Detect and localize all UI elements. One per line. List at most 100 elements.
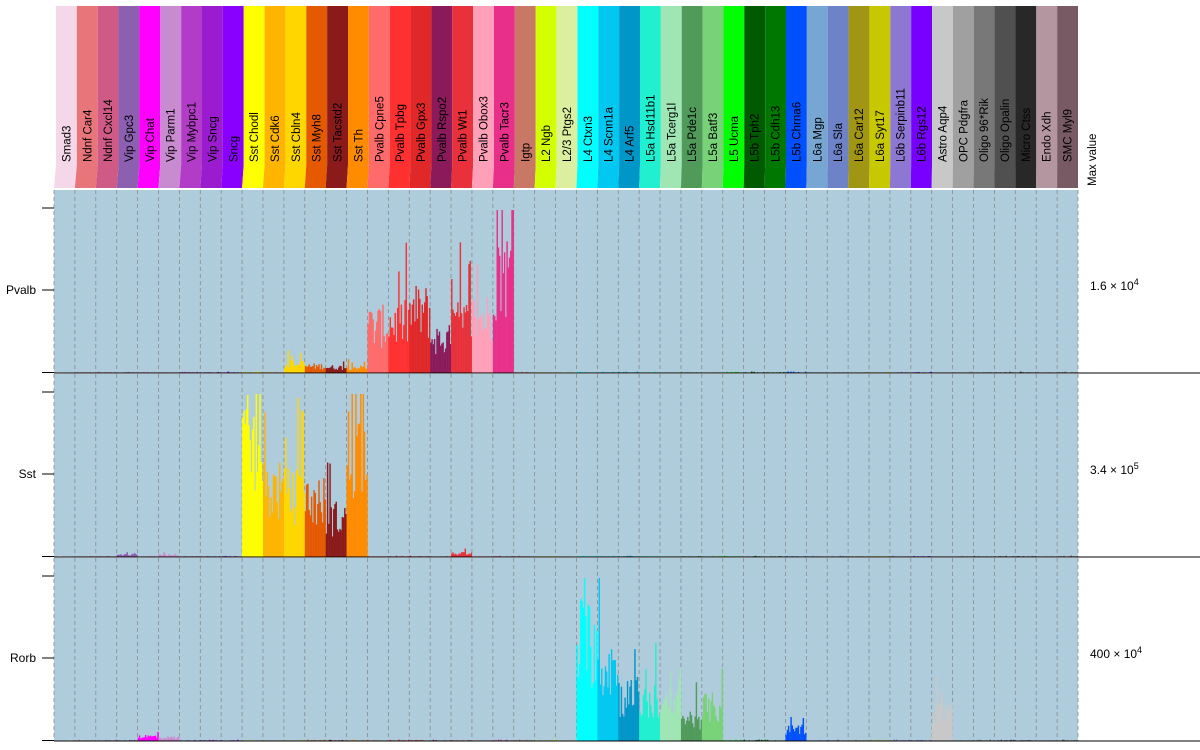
bar bbox=[345, 368, 347, 373]
bar bbox=[471, 302, 474, 373]
bar bbox=[696, 719, 699, 741]
bar bbox=[319, 502, 321, 557]
bar bbox=[243, 410, 245, 557]
bar bbox=[505, 317, 507, 373]
cluster-label: L5b Cdh13 bbox=[771, 106, 783, 162]
bar bbox=[582, 607, 585, 741]
bar bbox=[628, 704, 630, 741]
bar bbox=[419, 298, 421, 373]
bar bbox=[168, 554, 170, 557]
bar bbox=[426, 296, 428, 373]
bar bbox=[174, 553, 176, 557]
bar bbox=[117, 554, 120, 557]
bar bbox=[457, 555, 459, 557]
cluster-label: L4 Scnn1a bbox=[604, 106, 616, 162]
cluster-label: Pvalb Tacr3 bbox=[499, 102, 511, 162]
bar bbox=[334, 504, 336, 557]
cluster-label: Vip Mybpc1 bbox=[187, 102, 199, 162]
bar bbox=[605, 671, 608, 741]
bar bbox=[128, 555, 131, 557]
bar bbox=[877, 739, 880, 741]
bar bbox=[639, 711, 641, 741]
bar bbox=[302, 739, 304, 741]
bar bbox=[251, 429, 254, 557]
bar bbox=[710, 700, 712, 741]
bar bbox=[491, 342, 494, 373]
bar bbox=[431, 339, 433, 373]
bar bbox=[1070, 555, 1073, 557]
bar bbox=[467, 554, 469, 557]
bar bbox=[196, 371, 199, 373]
bar bbox=[801, 724, 803, 741]
bar bbox=[116, 554, 119, 557]
bar bbox=[148, 736, 151, 741]
bar bbox=[989, 739, 991, 741]
bar bbox=[261, 480, 264, 557]
cluster-color-block bbox=[806, 6, 828, 188]
bar bbox=[930, 371, 932, 373]
cluster-color-block bbox=[325, 6, 348, 188]
bar bbox=[363, 431, 366, 557]
bar bbox=[163, 738, 165, 741]
bar bbox=[258, 445, 260, 557]
bar bbox=[680, 718, 683, 741]
bar bbox=[908, 739, 910, 741]
bar bbox=[666, 693, 668, 741]
bar bbox=[288, 367, 291, 373]
bar bbox=[647, 717, 650, 741]
bar bbox=[269, 516, 271, 557]
bar bbox=[751, 371, 753, 373]
bar bbox=[164, 553, 167, 557]
cluster-label: Micro Ctss bbox=[1021, 107, 1033, 162]
bar bbox=[125, 553, 127, 557]
bar bbox=[291, 508, 293, 557]
bar bbox=[398, 271, 400, 373]
bar bbox=[256, 371, 259, 373]
bar bbox=[292, 472, 294, 557]
bar bbox=[169, 737, 171, 741]
bar bbox=[612, 660, 614, 741]
bar bbox=[483, 312, 485, 373]
bar bbox=[385, 333, 388, 373]
bar bbox=[366, 474, 368, 557]
bar bbox=[297, 397, 299, 557]
bar bbox=[127, 371, 130, 373]
cluster-color-block bbox=[576, 6, 599, 188]
bar bbox=[365, 368, 367, 373]
bar bbox=[1063, 739, 1065, 741]
bar bbox=[583, 578, 586, 741]
bar bbox=[377, 310, 379, 373]
bar bbox=[465, 304, 468, 373]
cluster-color-block bbox=[95, 6, 119, 188]
cluster-label: Pvalb Rspo2 bbox=[437, 97, 449, 162]
bar bbox=[599, 684, 602, 741]
bar bbox=[798, 733, 801, 741]
cluster-label: Sst Myh8 bbox=[312, 114, 324, 162]
bar bbox=[133, 739, 136, 741]
cluster-label: Pvalb Wt1 bbox=[458, 110, 470, 162]
bar bbox=[293, 525, 296, 557]
bar bbox=[629, 686, 631, 741]
cluster-label: Ndnf Cxcl14 bbox=[103, 99, 115, 162]
bar bbox=[692, 723, 694, 741]
bar bbox=[438, 331, 441, 373]
max-value-header: Max value bbox=[1087, 134, 1099, 186]
bar bbox=[656, 698, 658, 741]
bar bbox=[479, 555, 481, 557]
bar bbox=[892, 555, 894, 557]
bar bbox=[321, 369, 324, 373]
bar bbox=[913, 555, 915, 557]
bar bbox=[950, 711, 952, 741]
cluster-color-block bbox=[492, 6, 515, 188]
bar bbox=[787, 725, 790, 741]
bar bbox=[484, 327, 486, 373]
bar bbox=[307, 483, 309, 557]
bar bbox=[309, 366, 312, 373]
bar bbox=[176, 736, 179, 741]
bar bbox=[495, 320, 497, 373]
bar bbox=[790, 716, 792, 741]
cluster-label: L5 Ucma bbox=[729, 115, 741, 162]
cluster-color-block bbox=[764, 6, 786, 188]
bar bbox=[119, 554, 121, 557]
bar bbox=[380, 348, 383, 373]
